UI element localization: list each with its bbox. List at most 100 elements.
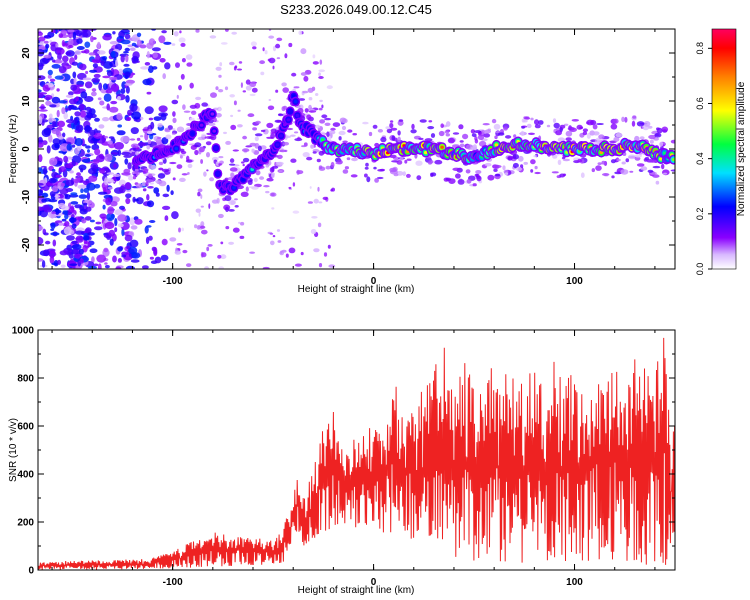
heatmap-noise-cell: [136, 137, 141, 141]
heatmap-noise-cell: [147, 139, 152, 145]
heatmap-noise-cell: [145, 181, 149, 187]
heatmap-noise-cell: [118, 185, 126, 194]
heatmap-noise-cell: [219, 160, 224, 165]
heatmap-noise-cell: [85, 227, 92, 234]
heatmap-ridge-cell: [659, 157, 663, 161]
colorbar-label: Normalized spectral amplitude: [736, 81, 747, 216]
heatmap-noise-cell: [245, 145, 253, 148]
heatmap-noise-cell: [176, 164, 183, 170]
heatmap-noise-cell: [97, 97, 102, 101]
heatmap-noise-cell: [247, 179, 253, 185]
heatmap-noise-cell: [146, 194, 150, 201]
heatmap-noise-cell: [277, 240, 282, 243]
heatmap-noise-cell: [180, 42, 186, 47]
heatmap-noise-cell: [195, 208, 201, 213]
heatmap-noise-cell: [643, 121, 651, 127]
heatmap-noise-cell: [140, 66, 149, 70]
heatmap-noise-cell: [487, 174, 495, 181]
heatmap-noise-cell: [447, 137, 455, 144]
heatmap-noise-cell: [109, 106, 119, 113]
heatmap-noise-cell: [521, 126, 525, 129]
heatmap-noise-cell: [621, 116, 625, 123]
heatmap-noise-cell: [115, 266, 122, 269]
heatmap-noise-cell: [71, 223, 77, 229]
heatmap-noise-cell: [309, 186, 312, 189]
heatmap-noise-cell: [661, 126, 669, 133]
heatmap-noise-cell: [57, 193, 64, 199]
heatmap-noise-cell: [611, 175, 615, 179]
heatmap-noise-cell: [169, 237, 177, 242]
heatmap-noise-cell: [204, 266, 210, 269]
heatmap-noise-cell: [71, 240, 78, 245]
heatmap-noise-cell: [225, 29, 229, 32]
heatmap-noise-cell: [125, 86, 130, 94]
heatmap-noise-cell: [270, 132, 276, 134]
heatmap-noise-cell: [117, 124, 122, 128]
heatmap-noise-cell: [533, 155, 537, 158]
heatmap-noise-cell: [150, 121, 155, 130]
heatmap-noise-cell: [126, 116, 132, 121]
heatmap-noise-cell: [129, 217, 136, 226]
heatmap-noise-cell: [73, 178, 80, 184]
heatmap-noise-cell: [208, 203, 211, 209]
heatmap-noise-cell: [117, 214, 127, 222]
heatmap-noise-cell: [129, 138, 136, 141]
heatmap-noise-cell: [92, 158, 100, 164]
heatmap-noise-cell: [301, 145, 307, 148]
heatmap-noise-cell: [121, 254, 127, 258]
heatmap-noise-cell: [197, 191, 201, 197]
colorbar-ticks: 0.0 0.2 0.4 0.6 0.8: [695, 42, 712, 275]
heatmap-noise-cell: [124, 47, 130, 52]
heatmap-noise-cell: [390, 127, 398, 131]
heatmap-noise-cell: [116, 112, 123, 121]
heatmap-noise-cell: [269, 232, 274, 235]
heatmap-noise-cell: [636, 121, 645, 127]
heatmap-noise-cell: [129, 239, 139, 248]
heatmap-noise-cell: [105, 265, 110, 269]
heatmap-noise-cell: [142, 265, 149, 269]
heatmap-noise-cell: [206, 246, 210, 252]
heatmap-noise-cell: [38, 154, 43, 163]
heatmap-noise-cell: [276, 229, 281, 232]
heatmap-noise-cell: [143, 168, 149, 174]
heatmap-noise-cell: [215, 113, 222, 118]
heatmap-noise-cell: [265, 190, 270, 194]
heatmap-noise-cell: [553, 122, 560, 129]
heatmap-noise-cell: [82, 235, 90, 241]
heatmap-noise-cell: [242, 135, 248, 140]
heatmap-noise-cell: [51, 211, 56, 215]
heatmap-noise-cell: [124, 182, 132, 190]
heatmap-noise-cell: [164, 127, 169, 131]
heatmap-noise-cell: [137, 142, 147, 147]
heatmap-noise-cell: [142, 78, 152, 86]
heatmap-noise-cell: [58, 136, 64, 140]
heatmap-marks: [38, 29, 675, 269]
heatmap-noise-cell: [652, 165, 661, 169]
heatmap-noise-cell: [325, 165, 331, 170]
heatmap-noise-cell: [91, 88, 97, 92]
heatmap-noise-cell: [228, 209, 235, 212]
heatmap-noise-cell: [444, 130, 450, 134]
heatmap-noise-cell: [326, 85, 333, 90]
heatmap-noise-cell: [181, 227, 184, 232]
heatmap-noise-cell: [68, 38, 74, 47]
heatmap-noise-cell: [290, 158, 297, 163]
heatmap-noise-cell: [107, 186, 113, 190]
heatmap-noise-cell: [195, 29, 200, 33]
x-tick-label: -100: [163, 577, 183, 588]
heatmap-noise-cell: [41, 260, 46, 268]
heatmap-noise-cell: [147, 65, 154, 73]
heatmap-noise-cell: [241, 161, 245, 164]
heatmap-noise-cell: [350, 174, 358, 178]
snr-y-ticks: 0 200 400 600 800 1000: [12, 326, 675, 577]
heatmap-noise-cell: [97, 50, 106, 55]
heatmap-noise-cell: [142, 188, 147, 192]
heatmap-noise-cell: [245, 186, 249, 192]
heatmap-noise-cell: [249, 81, 257, 88]
heatmap-ridge-cell: [288, 109, 293, 113]
heatmap-noise-cell: [96, 41, 101, 50]
heatmap-noise-cell: [389, 120, 394, 123]
heatmap-noise-cell: [197, 188, 203, 193]
heatmap-noise-cell: [480, 129, 486, 136]
heatmap-noise-cell: [175, 62, 180, 68]
